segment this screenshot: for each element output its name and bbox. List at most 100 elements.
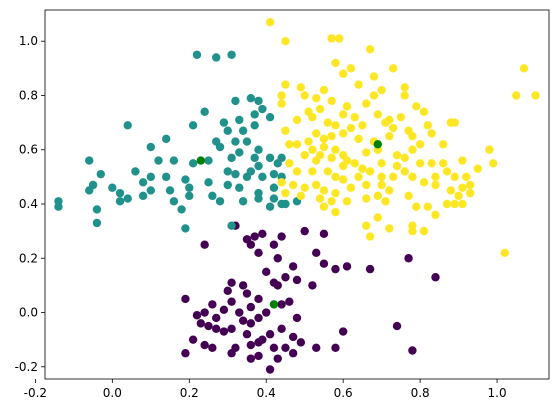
scatter-point-s1-58: [108, 183, 117, 192]
scatter-point-s0-14: [319, 259, 329, 268]
scatter-point-s1-17: [161, 134, 171, 144]
scatter-point-s1-70: [281, 199, 290, 209]
scatter-point-s2-61: [308, 145, 317, 154]
scatter-point-s2-76: [327, 153, 336, 163]
scatter-point-s2-58: [427, 129, 436, 138]
points-layer: [54, 18, 540, 374]
scatter-point-s0-70: [227, 349, 236, 358]
scatter-point-s2-125: [342, 197, 352, 206]
scatter-point-s1-15: [223, 126, 232, 135]
scatter-point-s1-68: [265, 202, 275, 211]
scatter-point-s1-80: [181, 224, 190, 233]
scatter-point-s1-71: [115, 197, 125, 206]
scatter-point-s1-52: [269, 183, 279, 192]
scatter-point-s0-51: [212, 313, 221, 323]
scatter-point-s1-39: [258, 172, 267, 182]
scatter-point-s2-124: [327, 197, 336, 206]
scatter-point-s2-116: [385, 186, 394, 195]
scatter-point-s2-8: [369, 72, 379, 81]
scatter-point-s2-1: [281, 37, 290, 46]
scatter-point-s0-28: [223, 286, 232, 296]
scatter-point-s2-54: [354, 134, 363, 144]
scatter-point-s2-33: [373, 110, 382, 119]
scatter-point-s0-43: [238, 316, 248, 325]
scatter-point-s2-69: [408, 145, 417, 154]
scatter-point-s2-118: [446, 186, 456, 195]
scatter-point-s1-74: [146, 186, 155, 195]
scatter-point-s2-42: [358, 121, 367, 130]
scatter-point-s1-34: [85, 156, 94, 165]
scatter-point-s2-44: [388, 123, 398, 133]
scatter-point-s2-10: [281, 80, 290, 89]
scatter-point-s2-63: [331, 145, 340, 154]
scatter-point-s2-70: [415, 140, 425, 149]
scatter-point-s2-73: [300, 150, 309, 160]
y-tick-label-1: 0.0: [19, 306, 38, 320]
scatter-point-s2-66: [362, 148, 371, 157]
scatter-point-s1-28: [227, 153, 236, 163]
scatter-point-s0-52: [242, 330, 252, 339]
scatter-point-s2-119: [458, 183, 467, 192]
scatter-point-s2-4: [365, 45, 375, 54]
scatter-point-s1-0: [192, 50, 202, 59]
scatter-point-s0-4: [258, 229, 267, 239]
scatter-point-s1-8: [200, 107, 209, 116]
scatter-point-s1-78: [92, 205, 102, 214]
scatter-point-s2-3: [335, 34, 344, 43]
scatter-point-s2-43: [381, 118, 390, 127]
scatter-point-s2-120: [465, 180, 475, 190]
scatter-point-s1-44: [146, 172, 155, 182]
scatter-point-s1-76: [54, 202, 63, 211]
scatter-point-s2-27: [419, 107, 429, 116]
scatter-point-s0-66: [281, 343, 290, 352]
scatter-point-s1-6: [258, 104, 267, 114]
scatter-point-s2-11: [296, 83, 306, 92]
scatter-point-s1-38: [246, 167, 256, 176]
scatter-point-s2-26: [400, 91, 409, 100]
scatter-point-s2-114: [362, 180, 371, 190]
scatter-point-s0-72: [254, 351, 263, 361]
scatter-point-s2-38: [308, 112, 317, 122]
scatter-point-s2-99: [400, 167, 409, 176]
scatter-point-s2-87: [485, 145, 494, 154]
x-tick-label-3: 0.4: [257, 386, 276, 400]
scatter-point-s2-21: [327, 96, 336, 106]
scatter-point-s0-58: [392, 321, 402, 331]
scatter-point-s2-132: [381, 197, 390, 206]
scatter-point-s2-143: [385, 224, 394, 233]
scatter-point-s2-59: [439, 140, 448, 149]
scatter-point-s1-60: [165, 186, 175, 195]
scatter-point-s1-50: [235, 183, 244, 192]
scatter-point-s1-32: [154, 156, 163, 165]
scatter-point-s2-147: [500, 248, 509, 258]
x-tick-label-1: 0.0: [103, 386, 122, 400]
scatter-point-s0-13: [312, 248, 321, 258]
scatter-point-s2-142: [362, 221, 371, 230]
scatter-point-s2-131: [319, 202, 329, 211]
scatter-point-s0-17: [365, 264, 375, 274]
scatter-point-s2-117: [431, 180, 440, 190]
scatter-point-s0-77: [265, 365, 275, 374]
scatter-point-s0-69: [181, 349, 190, 358]
scatter-point-s2-85: [439, 159, 448, 168]
scatter-point-s0-25: [262, 267, 271, 277]
scatter-point-s1-54: [185, 183, 194, 192]
scatter-point-s2-134: [423, 202, 433, 211]
scatter-point-s2-109: [300, 183, 309, 192]
scatter-point-s1-79: [227, 221, 236, 230]
scatter-point-s2-51: [319, 134, 329, 144]
scatter-point-s0-31: [208, 300, 217, 309]
scatter-point-s2-106: [473, 164, 483, 173]
scatter-point-s2-104: [450, 172, 459, 182]
scatter-point-s2-31: [338, 110, 348, 119]
scatter-point-s0-29: [242, 289, 252, 298]
scatter-point-s2-32: [350, 112, 359, 122]
scatter-point-s0-61: [208, 343, 217, 352]
scatter-point-s1-62: [185, 191, 194, 201]
scatter-point-s2-35: [396, 112, 406, 122]
scatter-point-s2-79: [358, 164, 367, 173]
scatter-point-s1-35: [223, 167, 232, 176]
scatter-point-s3-2: [269, 300, 279, 309]
scatter-point-s0-11: [273, 254, 282, 263]
